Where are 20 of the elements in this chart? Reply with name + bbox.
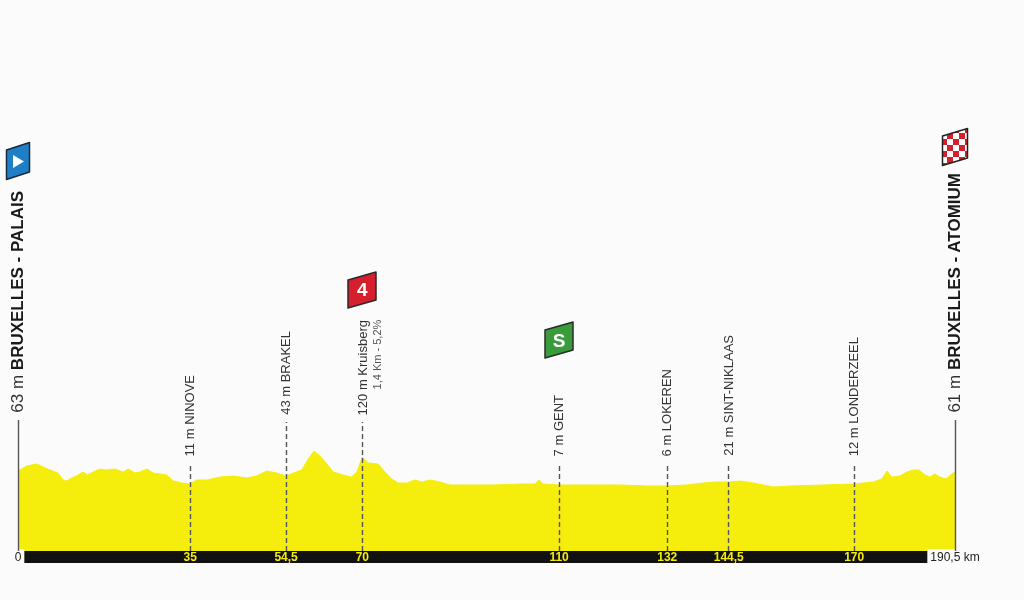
ref-line-label: 7 m GENT (551, 394, 567, 456)
ref-line-label: 21 m SINT-NIKLAAS (720, 335, 737, 456)
text: S (552, 329, 566, 351)
x-tick-label: 54,5 (274, 550, 299, 564)
ref-line-label: 61 m BRUXELLES - ATOMIUM (944, 173, 965, 413)
ref-line-label: 6 m LOKEREN (659, 368, 676, 456)
x-tick-label: 170 (844, 550, 865, 564)
x-tick-label: 0 (14, 550, 22, 564)
x-tick-label: 144,5 (713, 550, 745, 564)
x-tick-label: 70 (355, 550, 370, 564)
ref-line-label: 63 m BRUXELLES - PALAIS (7, 191, 28, 413)
x-tick-label: 190,5 km (930, 550, 980, 564)
ref-line-label: 12 m LONDERZEEL (846, 336, 862, 456)
ref-line-label: 11 m NINOVE (182, 374, 198, 456)
ref-line-label: 120 m Kruisberg 1,4 Km - 5,2% (354, 319, 384, 415)
x-tick-label: 110 (549, 550, 570, 564)
ref-line-label: 43 m BRAKEL (278, 331, 294, 415)
x-tick-label: 35 (183, 550, 198, 564)
x-tick-label: 132 (657, 550, 678, 564)
text: 4 (357, 279, 368, 301)
